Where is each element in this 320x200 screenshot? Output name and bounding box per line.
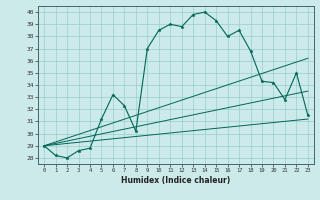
X-axis label: Humidex (Indice chaleur): Humidex (Indice chaleur): [121, 176, 231, 185]
